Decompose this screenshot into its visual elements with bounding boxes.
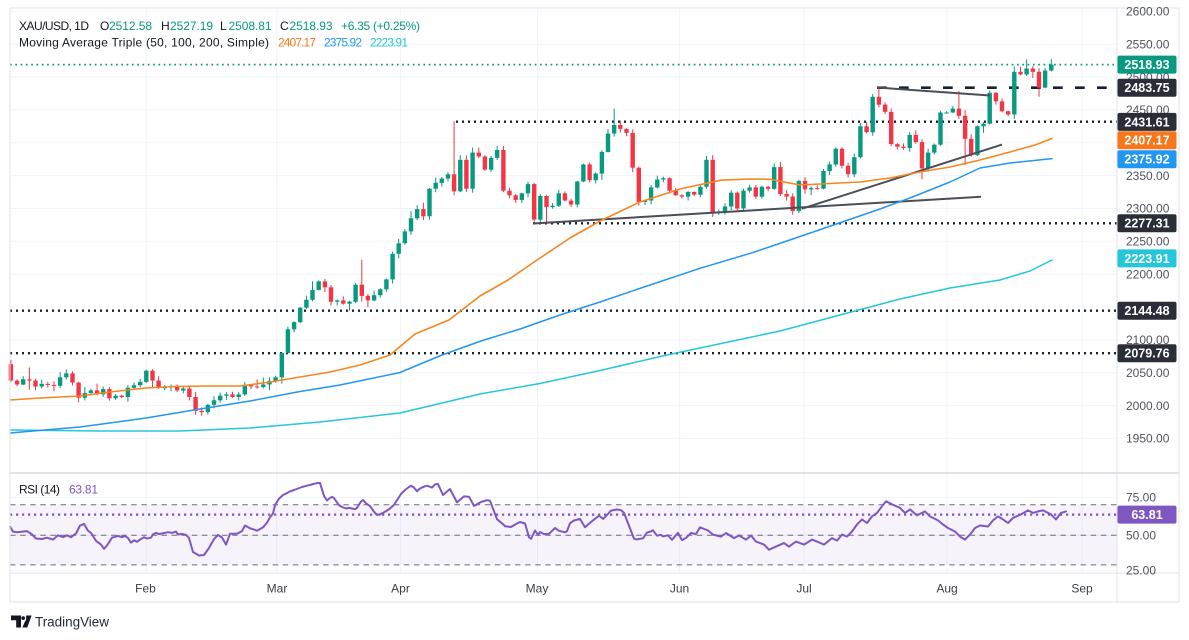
- svg-text:2431.61: 2431.61: [1124, 115, 1169, 129]
- svg-text:2375.92: 2375.92: [1124, 153, 1169, 167]
- svg-text:TradingView: TradingView: [35, 615, 109, 630]
- svg-text:50.00: 50.00: [1126, 529, 1156, 543]
- svg-text:2407.17: 2407.17: [1124, 134, 1169, 148]
- svg-text:Feb: Feb: [135, 582, 156, 596]
- svg-text:2600.00: 2600.00: [1126, 5, 1170, 19]
- svg-text:2100.00: 2100.00: [1126, 333, 1170, 347]
- svg-text:2223.91: 2223.91: [1124, 252, 1169, 266]
- svg-text:2483.75: 2483.75: [1124, 81, 1169, 95]
- svg-text:2200.00: 2200.00: [1126, 267, 1170, 281]
- svg-text:63.81: 63.81: [1131, 508, 1162, 522]
- svg-text:2518.93: 2518.93: [1124, 58, 1169, 72]
- svg-text:Jul: Jul: [796, 582, 811, 596]
- svg-text:Aug: Aug: [936, 582, 957, 596]
- svg-text:Jun: Jun: [670, 582, 689, 596]
- svg-text:25.00: 25.00: [1126, 564, 1156, 578]
- svg-text:2300.00: 2300.00: [1126, 202, 1170, 216]
- svg-text:2550.00: 2550.00: [1126, 38, 1170, 52]
- svg-text:2050.00: 2050.00: [1126, 366, 1170, 380]
- svg-text:2277.31: 2277.31: [1124, 217, 1169, 231]
- svg-text:2350.00: 2350.00: [1126, 169, 1170, 183]
- svg-text:2144.48: 2144.48: [1124, 304, 1169, 318]
- svg-text:2250.00: 2250.00: [1126, 235, 1170, 249]
- svg-text:May: May: [526, 582, 549, 596]
- svg-text:2000.00: 2000.00: [1126, 399, 1170, 413]
- svg-text:Apr: Apr: [391, 582, 410, 596]
- svg-text:Mar: Mar: [267, 582, 288, 596]
- svg-text:1950.00: 1950.00: [1126, 432, 1170, 446]
- svg-text:Sep: Sep: [1071, 582, 1093, 596]
- svg-text:RSI (14)63.81: RSI (14) 63.81: [19, 483, 98, 497]
- svg-text:Moving Average Triple (50, 100: Moving Average Triple (50, 100, 200, Sim…: [19, 36, 408, 50]
- svg-text:2079.76: 2079.76: [1124, 347, 1169, 361]
- svg-text:75.00: 75.00: [1126, 491, 1156, 505]
